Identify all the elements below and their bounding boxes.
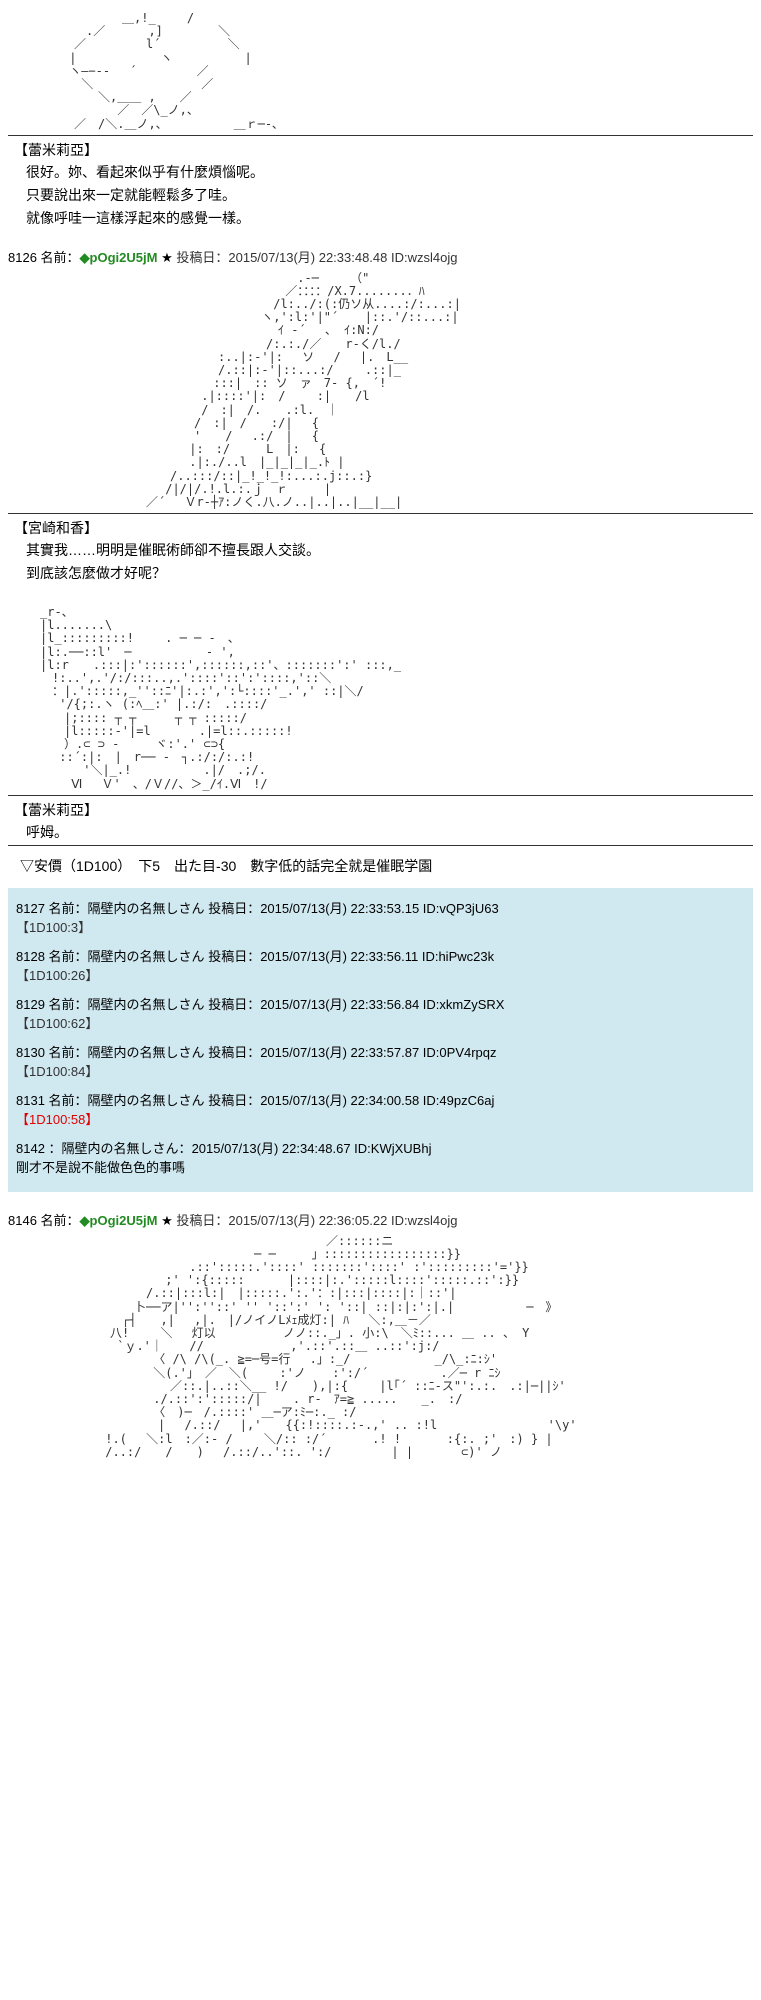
reply-post: 8142 ：隔壁内の名無しさん：2015/07/13(月) 22:34:48.6… (16, 1138, 745, 1176)
cap-star: ★ (161, 1213, 173, 1228)
dice-result: 【1D100:62】 (16, 1016, 98, 1031)
post-number: 8130 (16, 1045, 45, 1060)
divider (8, 513, 753, 514)
divider (8, 795, 753, 796)
dialogue-line: 呼姆。 (26, 822, 753, 843)
roll-post: 8129 名前：隔壁内の名無しさん 投稿日：2015/07/13(月) 22:3… (16, 994, 745, 1032)
reply-body: 剛才不是說不能做色色的事嗎 (16, 1160, 185, 1175)
dice-roll-block: 8127 名前：隔壁内の名無しさん 投稿日：2015/07/13(月) 22:3… (8, 888, 753, 1192)
poster-name: 名前：隔壁内の名無しさん (49, 997, 205, 1012)
poster-name: 名前：隔壁内の名無しさん (49, 901, 205, 916)
post-meta: 投稿日：2015/07/13(月) 22:36:05.22 ID:wzsl4oj… (176, 1213, 457, 1228)
poster-name: 名前：隔壁内の名無しさん (49, 949, 205, 964)
post-number: 8146 (8, 1213, 37, 1228)
dialogue-line: 其實我……明明是催眠術師卻不擅長跟人交談。 (26, 540, 753, 561)
roll-post: 8130 名前：隔壁内の名無しさん 投稿日：2015/07/13(月) 22:3… (16, 1042, 745, 1080)
post-number: 8126 (8, 250, 37, 265)
dice-result: 【1D100:26】 (16, 968, 98, 983)
ascii-art-wakka: .-─ （" ／：：：：/X.7.......．ﾊ /l:../:(:仍ソ从..… (38, 272, 753, 509)
poster-name: 名前：隔壁内の名無しさん (49, 1093, 205, 1108)
cap-star: ★ (161, 250, 173, 265)
roll-post: 8131 名前：隔壁内の名無しさん 投稿日：2015/07/13(月) 22:3… (16, 1090, 745, 1128)
post-meta: 投稿日：2015/07/13(月) 22:33:56.11 ID:hiPwc23… (208, 949, 494, 964)
ascii-art-final: ／::::::ニ ─ ─ 」:::::::::::::::::}} .::'::… (38, 1235, 753, 1459)
speaker-name: 【宮崎和香】 (14, 518, 753, 538)
post-number: 8127 (16, 901, 45, 916)
roll-post: 8127 名前：隔壁内の名無しさん 投稿日：2015/07/13(月) 22:3… (16, 898, 745, 936)
post-number: 8131 (16, 1093, 45, 1108)
speaker-name: 【蕾米莉亞】 (14, 140, 753, 160)
post-number: 8142 (16, 1141, 45, 1156)
post-number: 8128 (16, 949, 45, 964)
name-prefix: 名前： (41, 1213, 80, 1228)
post-meta: 2015/07/13(月) 22:34:48.67 ID:KWjXUBhj (192, 1141, 432, 1156)
poster-name: ：隔壁内の名無しさん： (49, 1141, 192, 1156)
post-meta: 投稿日：2015/07/13(月) 22:34:00.58 ID:49pzC6a… (208, 1093, 494, 1108)
dice-result-selected: 【1D100:58】 (16, 1112, 98, 1127)
divider (8, 845, 753, 846)
post-header: 8126 名前：◆pOgi2U5jM ★ 投稿日：2015/07/13(月) 2… (8, 247, 753, 266)
dice-result: 【1D100:84】 (16, 1064, 98, 1079)
post-number: 8129 (16, 997, 45, 1012)
name-prefix: 名前： (41, 250, 80, 265)
dialogue-line: 到底該怎麼做才好呢？ (26, 563, 753, 584)
post-meta: 投稿日：2015/07/13(月) 22:33:53.15 ID:vQP3jU6… (208, 901, 498, 916)
dialogue-line: 只要說出來一定就能輕鬆多了哇。 (26, 185, 753, 206)
post-header: 8146 名前：◆pOgi2U5jM ★ 投稿日：2015/07/13(月) 2… (8, 1210, 753, 1229)
poster-trip: ◆pOgi2U5jM (80, 1213, 158, 1228)
poster-trip: ◆pOgi2U5jM (80, 250, 158, 265)
ascii-art-remilia-2: _r-、 |l.......\ |l_:::::::::! . ─ ─ - 、 … (28, 606, 753, 791)
roll-post: 8128 名前：隔壁内の名無しさん 投稿日：2015/07/13(月) 22:3… (16, 946, 745, 984)
post-meta: 投稿日：2015/07/13(月) 22:33:57.87 ID:0PV4rpq… (208, 1045, 496, 1060)
dialogue-line: 很好。妳、看起來似乎有什麼煩惱呢。 (26, 162, 753, 183)
post-meta: 投稿日：2015/07/13(月) 22:33:48.48 ID:wzsl4oj… (176, 250, 457, 265)
divider (8, 135, 753, 136)
post-meta: 投稿日：2015/07/13(月) 22:33:56.84 ID:xkmZySR… (208, 997, 504, 1012)
dialogue-line: 就像呼哇一這樣浮起來的感覺一樣。 (26, 208, 753, 229)
poster-name: 名前：隔壁内の名無しさん (49, 1045, 205, 1060)
dice-result: 【1D100:3】 (16, 920, 91, 935)
ascii-art-remilia-1: ＿,!_ / .／ ,] ＼ ／ l´ ＼ | ヽ | ヽ―−-- ´ ／ ＼ … (38, 12, 753, 131)
speaker-name: 【蕾米莉亞】 (14, 800, 753, 820)
anchor-note: ▽安價（1D100） 下5 出た目-30 數字低的話完全就是催眠学園 (20, 856, 753, 876)
